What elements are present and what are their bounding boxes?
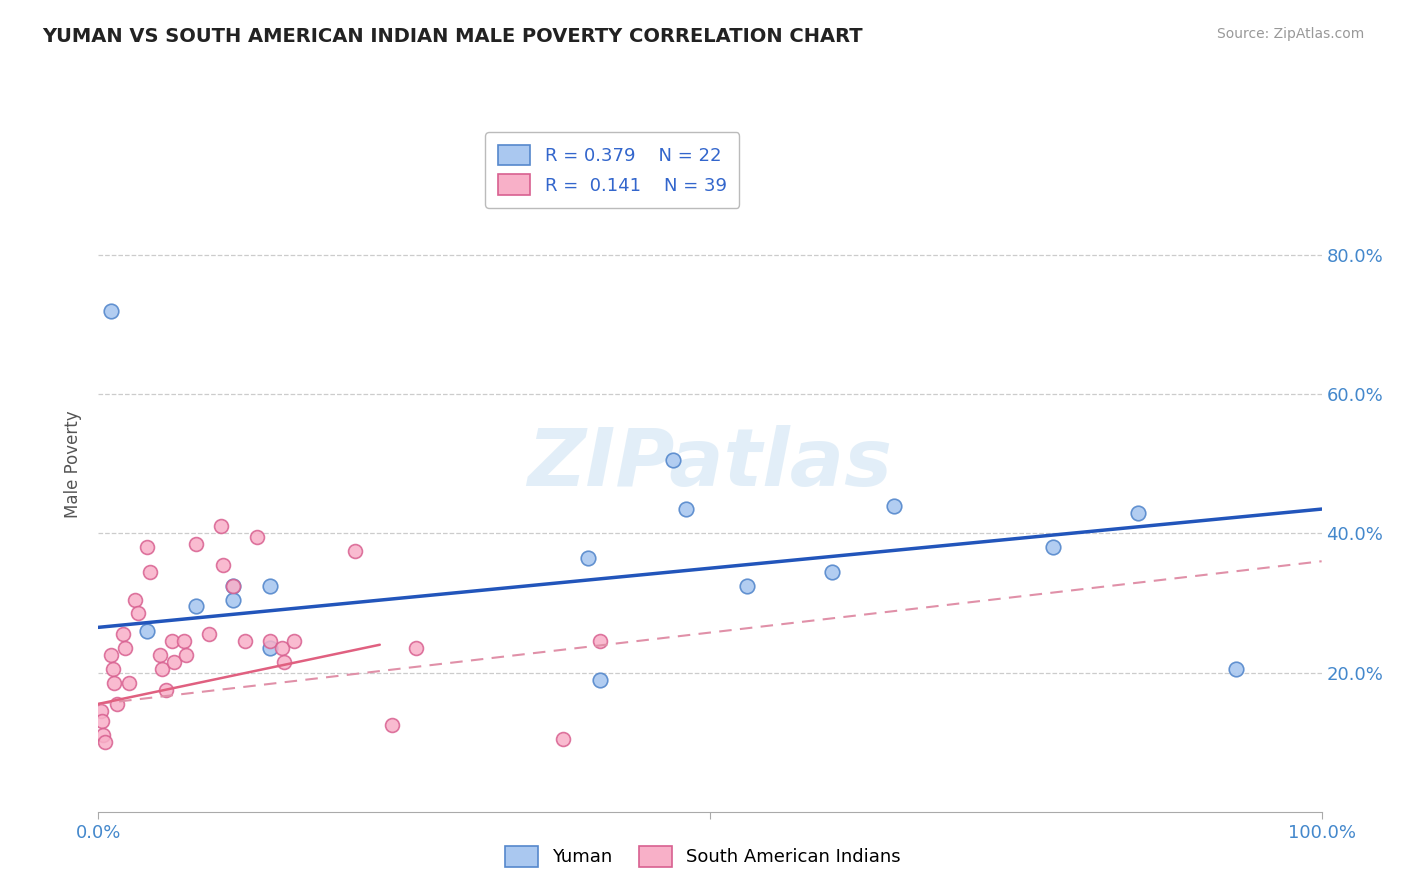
Text: Source: ZipAtlas.com: Source: ZipAtlas.com bbox=[1216, 27, 1364, 41]
Point bbox=[270, 641, 294, 656]
Point bbox=[186, 599, 208, 614]
Point bbox=[105, 697, 128, 711]
Point bbox=[576, 550, 599, 565]
Point bbox=[197, 627, 219, 641]
Point bbox=[222, 578, 245, 592]
Point bbox=[662, 453, 685, 467]
Point bbox=[273, 655, 295, 669]
Y-axis label: Male Poverty: Male Poverty bbox=[65, 410, 83, 517]
Point bbox=[381, 717, 404, 731]
Point bbox=[136, 541, 159, 555]
Point bbox=[553, 731, 575, 746]
Legend: R = 0.379    N = 22, R =  0.141    N = 39: R = 0.379 N = 22, R = 0.141 N = 39 bbox=[485, 132, 740, 208]
Text: ZIPatlas: ZIPatlas bbox=[527, 425, 893, 503]
Point bbox=[150, 662, 173, 676]
Point bbox=[883, 499, 905, 513]
Point bbox=[90, 704, 112, 718]
Point bbox=[91, 728, 114, 742]
Point bbox=[212, 558, 235, 572]
Point bbox=[222, 592, 245, 607]
Point bbox=[735, 578, 758, 592]
Point bbox=[136, 624, 159, 638]
Legend: Yuman, South American Indians: Yuman, South American Indians bbox=[498, 838, 908, 874]
Point bbox=[100, 648, 122, 662]
Point bbox=[111, 627, 134, 641]
Text: YUMAN VS SOUTH AMERICAN INDIAN MALE POVERTY CORRELATION CHART: YUMAN VS SOUTH AMERICAN INDIAN MALE POVE… bbox=[42, 27, 863, 45]
Point bbox=[100, 303, 122, 318]
Point bbox=[344, 544, 367, 558]
Point bbox=[1225, 662, 1247, 676]
Point bbox=[1128, 506, 1150, 520]
Point bbox=[139, 565, 162, 579]
Point bbox=[222, 578, 245, 592]
Point bbox=[259, 634, 281, 648]
Point bbox=[1042, 541, 1064, 555]
Point bbox=[259, 578, 281, 592]
Point bbox=[233, 634, 256, 648]
Point bbox=[149, 648, 172, 662]
Point bbox=[114, 641, 136, 656]
Point bbox=[209, 519, 232, 533]
Point bbox=[160, 634, 183, 648]
Point bbox=[127, 607, 149, 621]
Point bbox=[101, 662, 124, 676]
Point bbox=[176, 648, 198, 662]
Point bbox=[118, 676, 141, 690]
Point bbox=[124, 592, 146, 607]
Point bbox=[186, 537, 208, 551]
Point bbox=[93, 735, 115, 749]
Point bbox=[163, 655, 186, 669]
Point bbox=[103, 676, 125, 690]
Point bbox=[91, 714, 114, 729]
Point bbox=[405, 641, 427, 656]
Point bbox=[173, 634, 195, 648]
Point bbox=[675, 502, 697, 516]
Point bbox=[283, 634, 305, 648]
Point bbox=[246, 530, 269, 544]
Point bbox=[589, 673, 612, 687]
Point bbox=[589, 634, 612, 648]
Point bbox=[155, 683, 177, 698]
Point bbox=[259, 641, 281, 656]
Point bbox=[821, 565, 844, 579]
